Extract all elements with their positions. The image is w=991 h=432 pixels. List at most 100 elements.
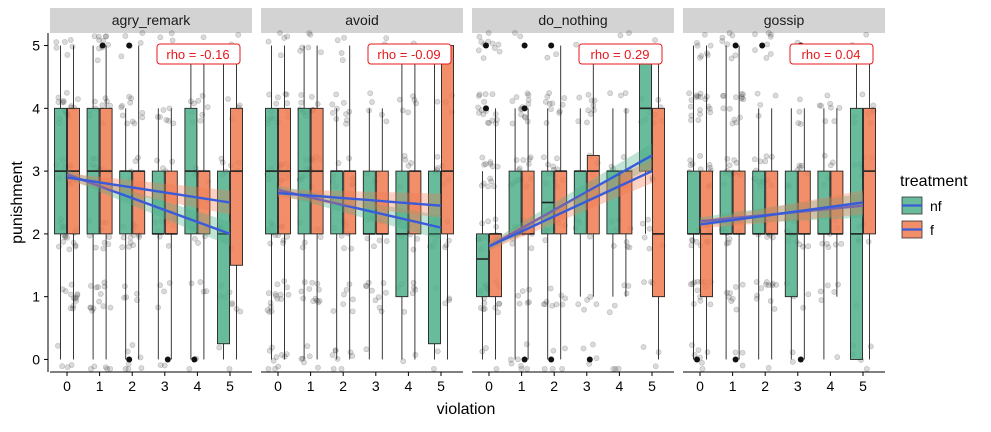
- x-tick-label: 4: [194, 378, 202, 394]
- box-nf: [784, 108, 798, 360]
- data-point: [60, 238, 67, 245]
- data-point: [824, 92, 831, 99]
- data-point: [334, 356, 341, 362]
- data-point: [188, 280, 195, 287]
- data-point: [767, 33, 774, 40]
- box-f: [230, 45, 243, 360]
- x-tick-label: 3: [372, 378, 380, 394]
- data-point: [274, 295, 281, 302]
- rho-label-box: [367, 43, 452, 65]
- data-point: [278, 351, 285, 358]
- box-body: [652, 107, 665, 298]
- fit-f-line: [277, 191, 442, 207]
- data-point: [273, 354, 280, 361]
- data-point: [789, 358, 796, 365]
- data-point: [687, 162, 694, 169]
- data-point: [431, 365, 437, 372]
- box-nf: [573, 108, 587, 297]
- data-point: [137, 354, 144, 361]
- x-tick-label: 5: [648, 378, 656, 394]
- data-point: [487, 175, 493, 182]
- data-point: [414, 235, 421, 242]
- data-point: [329, 101, 336, 108]
- data-point: [195, 240, 201, 246]
- rho-label-box: [156, 43, 241, 65]
- data-point: [378, 308, 385, 315]
- data-point: [487, 159, 494, 165]
- data-point: [489, 91, 496, 98]
- data-point: [138, 365, 145, 371]
- data-point: [399, 107, 406, 114]
- data-point: [434, 164, 441, 171]
- data-point: [699, 365, 706, 372]
- data-point: [154, 114, 161, 120]
- y-tick-label: 3: [32, 163, 40, 179]
- y-tick-label: 4: [32, 100, 40, 116]
- data-point: [135, 154, 141, 161]
- data-point: [74, 292, 81, 299]
- outlier-point: [797, 356, 804, 363]
- facet-strip-label: do_nothing: [538, 12, 607, 28]
- data-point: [543, 120, 550, 126]
- data-point: [515, 292, 522, 299]
- data-point: [524, 365, 531, 372]
- data-point: [512, 30, 518, 36]
- x-tick-label: 4: [616, 378, 624, 394]
- data-point: [161, 362, 168, 369]
- data-point: [587, 294, 594, 300]
- data-point: [380, 280, 387, 286]
- data-point: [726, 105, 733, 112]
- data-point: [129, 342, 136, 348]
- data-point: [525, 92, 532, 98]
- data-point: [561, 95, 568, 101]
- data-point: [272, 291, 279, 297]
- data-point: [752, 47, 758, 53]
- data-point: [548, 106, 554, 112]
- y-tick-label: 1: [32, 289, 40, 305]
- data-point: [284, 100, 291, 107]
- data-point: [87, 304, 94, 311]
- data-point: [724, 289, 730, 296]
- data-point: [493, 120, 499, 127]
- data-point: [765, 30, 772, 36]
- data-point: [485, 183, 491, 190]
- data-point: [733, 306, 740, 313]
- data-point: [129, 118, 136, 125]
- outlier-point: [126, 356, 133, 363]
- data-point: [119, 102, 125, 109]
- data-point: [753, 295, 760, 302]
- data-point: [796, 108, 803, 115]
- data-point: [495, 41, 502, 48]
- facet-strip: [472, 8, 674, 33]
- data-point: [61, 39, 68, 45]
- rho-annotation: rho = -0.09: [367, 43, 452, 65]
- outlier-point: [694, 356, 700, 363]
- data-point: [695, 93, 701, 100]
- data-point: [102, 33, 109, 40]
- x-tick-label: 3: [161, 378, 169, 394]
- data-point: [97, 291, 104, 297]
- x-tick-label: 1: [307, 378, 315, 394]
- data-point: [139, 110, 146, 116]
- data-point: [524, 299, 531, 306]
- box-body: [687, 170, 700, 235]
- box-nf: [428, 45, 441, 360]
- data-point: [586, 233, 593, 240]
- data-point: [104, 98, 110, 105]
- data-point: [719, 38, 726, 44]
- data-point: [729, 295, 736, 302]
- legend-title: treatment: [900, 173, 968, 190]
- data-point: [689, 281, 696, 287]
- data-point: [341, 34, 347, 41]
- data-point: [863, 31, 870, 38]
- x-tick-label: 0: [485, 378, 493, 394]
- data-point: [693, 238, 700, 245]
- box-f: [863, 45, 876, 360]
- data-point: [299, 44, 306, 51]
- data-point: [94, 57, 101, 64]
- data-point: [216, 344, 223, 351]
- outlier-point: [548, 42, 555, 49]
- data-point: [95, 33, 102, 40]
- data-point: [195, 97, 202, 104]
- box-nf: [687, 45, 700, 360]
